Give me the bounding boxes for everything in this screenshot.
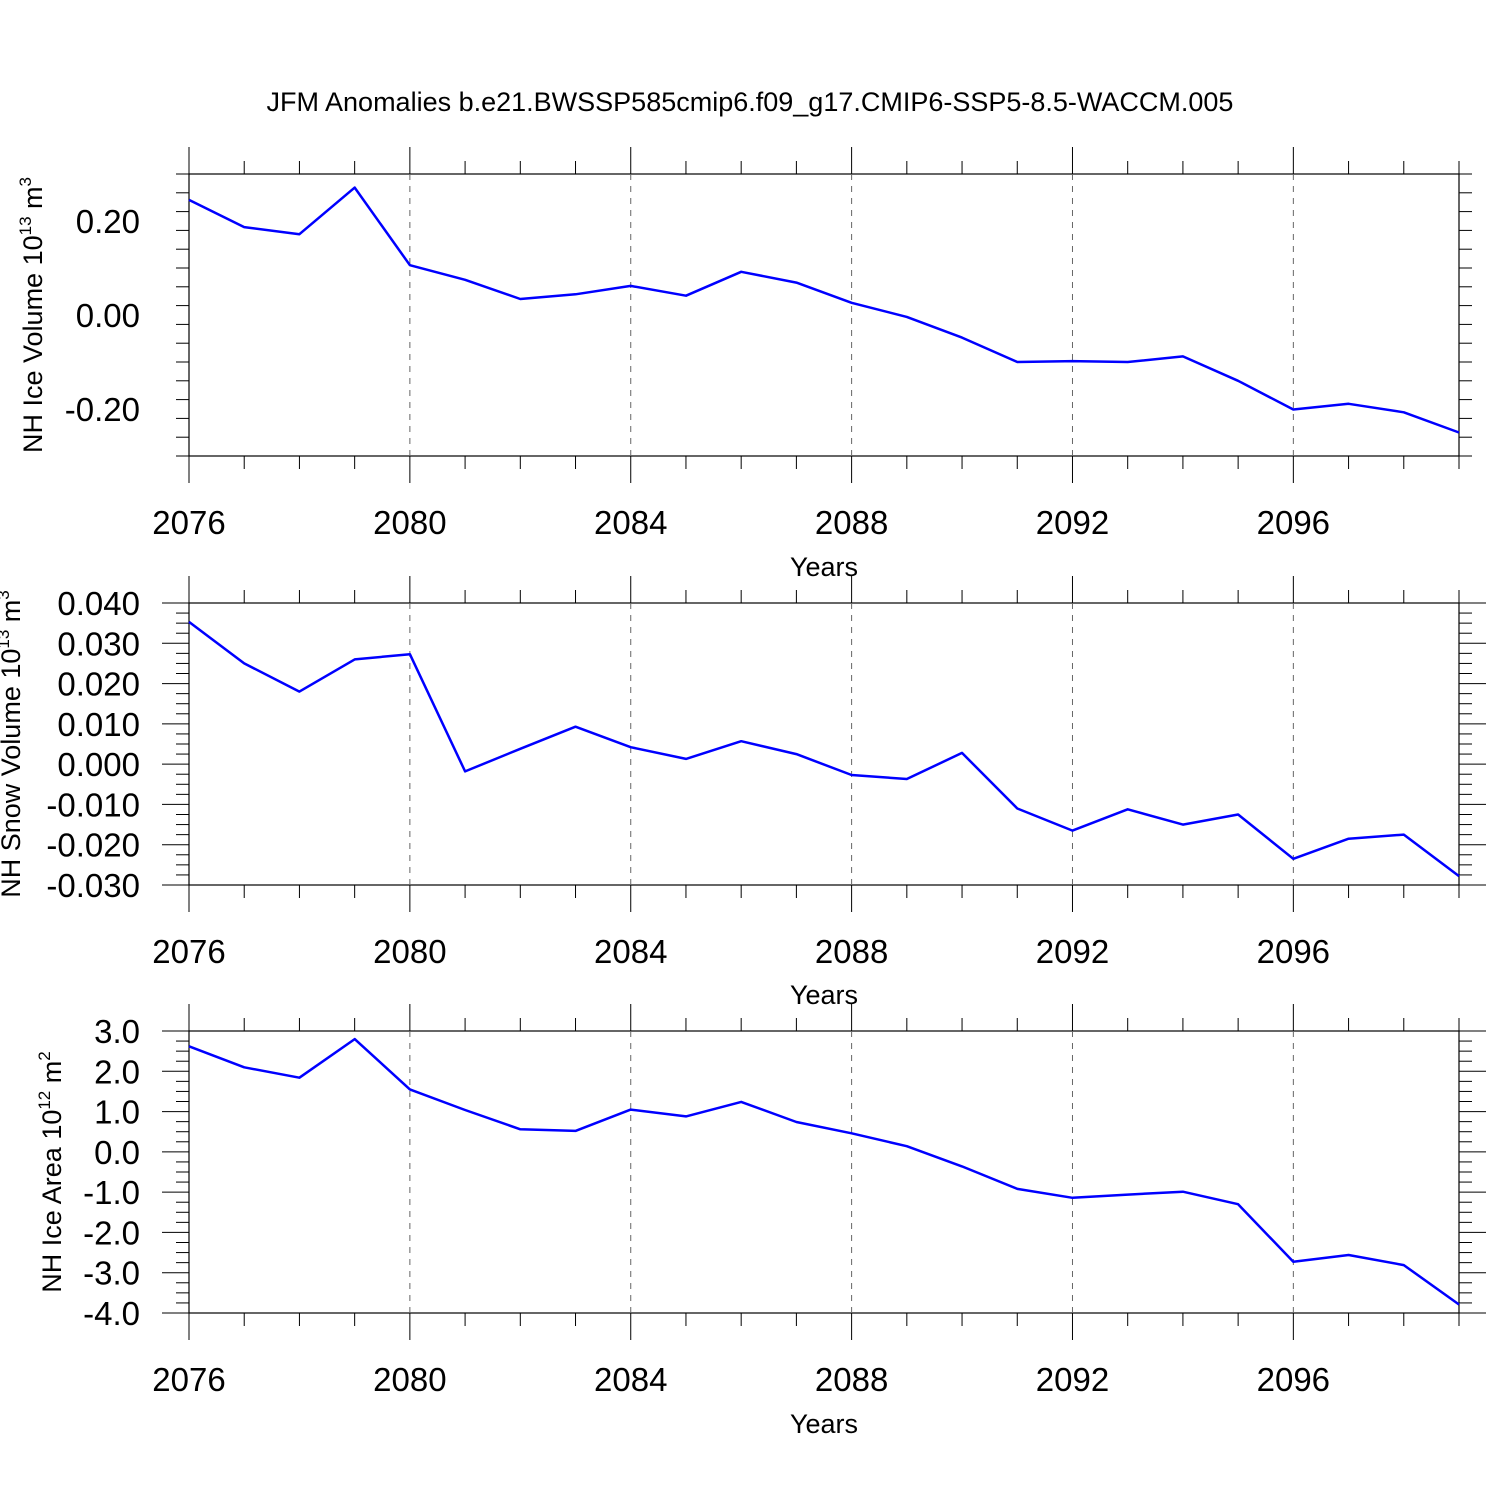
x-axis-label: Years	[790, 1409, 858, 1439]
x-axis-label: Years	[790, 552, 858, 582]
y-tick-label: 2.0	[94, 1053, 140, 1090]
x-tick-labels: 2076 2080 2084 2088 2092 2096	[152, 1361, 1330, 1398]
x-tick-label: 2092	[1036, 1361, 1109, 1398]
x-tick-label: 2076	[152, 933, 225, 970]
ice-volume-panel: 2076 2080 2084 2088 2092 2096 -0.20 0.00 0.20 Y…	[16, 147, 1472, 582]
y-axis-label-exponent: 12	[35, 1091, 54, 1110]
x-tick-label: 2084	[594, 933, 667, 970]
x-tick-labels: 2076 2080 2084 2088 2092 2096	[152, 933, 1330, 970]
y-axis-label-main: NH Ice Area 10	[37, 1110, 67, 1293]
x-tick-label: 2084	[594, 504, 667, 541]
y-tick-label: 0.030	[57, 625, 140, 662]
series-line	[188, 620, 1460, 878]
y-axis-label-main: NH Snow Volume 10	[0, 649, 26, 898]
x-tick-label: 2096	[1257, 504, 1330, 541]
data-line	[188, 620, 1460, 878]
y-tick-label: -1.0	[83, 1174, 140, 1211]
x-tick-label: 2088	[815, 1361, 888, 1398]
y-tick-labels: -4.0-3.0 -2.0-1.00.01.0 2.03.0	[83, 1013, 140, 1332]
tick-marks	[162, 1004, 1486, 1340]
x-tick-label: 2084	[594, 1361, 667, 1398]
x-grid	[409, 1031, 1294, 1313]
tick-marks	[176, 147, 1472, 483]
tick-marks	[162, 576, 1486, 912]
x-tick-label: 2076	[152, 504, 225, 541]
x-tick-label: 2080	[373, 504, 446, 541]
ice-area-panel: 2076 2080 2084 2088 2092 2096 -4.0-3.0 -2.0-1.…	[35, 1004, 1486, 1439]
y-tick-label: -0.20	[65, 391, 140, 428]
y-axis-label-exponent: 13	[16, 216, 35, 235]
y-tick-label: 0.20	[76, 203, 140, 240]
x-tick-label: 2080	[373, 933, 446, 970]
x-tick-label: 2080	[373, 1361, 446, 1398]
x-axis-label: Years	[790, 980, 858, 1010]
y-tick-label: -2.0	[83, 1214, 140, 1251]
y-tick-labels: -0.20 0.00 0.20	[65, 203, 140, 428]
y-tick-label: 0.000	[57, 746, 140, 783]
y-tick-label: 0.040	[57, 585, 140, 622]
x-grid	[409, 174, 1294, 456]
y-tick-label: 0.0	[94, 1134, 140, 1171]
x-tick-label: 2088	[815, 933, 888, 970]
figure-title: JFM Anomalies b.e21.BWSSP585cmip6.f09_g1…	[267, 87, 1234, 117]
series-line	[188, 1037, 1460, 1306]
snow-volume-panel: 2076 2080 2084 2088 2092 2096 -0.030-0.020-0.…	[0, 576, 1486, 1010]
y-axis-label-unit: m	[0, 600, 26, 630]
x-tick-label: 2092	[1036, 504, 1109, 541]
plot-frame	[188, 1030, 1460, 1314]
y-axis-label-unit-exponent: 2	[35, 1051, 54, 1060]
y-tick-label: 1.0	[94, 1094, 140, 1131]
plot-frame	[188, 173, 1460, 457]
y-tick-label: -3.0	[83, 1255, 140, 1292]
x-tick-label: 2096	[1257, 933, 1330, 970]
y-tick-label: 3.0	[94, 1013, 140, 1050]
x-tick-labels: 2076 2080 2084 2088 2092 2096	[152, 504, 1330, 541]
x-tick-label: 2092	[1036, 933, 1109, 970]
y-tick-label: -4.0	[83, 1295, 140, 1332]
y-axis-label-exponent: 13	[0, 630, 13, 649]
y-axis-label: NH Snow Volume 1013 m3	[0, 590, 26, 898]
x-tick-label: 2076	[152, 1361, 225, 1398]
y-tick-label: -0.020	[46, 827, 140, 864]
data-line	[188, 186, 1460, 434]
y-tick-label: 0.010	[57, 706, 140, 743]
y-tick-label: 0.020	[57, 666, 140, 703]
series-line	[188, 186, 1460, 434]
y-axis-label-unit: m	[18, 186, 48, 216]
y-axis-label-unit-exponent: 3	[0, 590, 13, 599]
plot-frame	[188, 602, 1460, 886]
data-line	[188, 1037, 1460, 1306]
x-grid	[409, 603, 1294, 885]
y-tick-label: 0.00	[76, 297, 140, 334]
x-tick-label: 2088	[815, 504, 888, 541]
y-tick-label: -0.010	[46, 786, 140, 823]
y-axis-label-unit-exponent: 3	[16, 177, 35, 186]
y-axis-label: NH Ice Volume 1013 m3	[16, 177, 48, 453]
y-axis-label-main: NH Ice Volume 10	[18, 235, 48, 453]
y-axis-label: NH Ice Area 1012 m2	[35, 1051, 67, 1292]
y-axis-label-unit: m	[37, 1061, 67, 1091]
x-tick-label: 2096	[1257, 1361, 1330, 1398]
y-tick-label: -0.030	[46, 867, 140, 904]
